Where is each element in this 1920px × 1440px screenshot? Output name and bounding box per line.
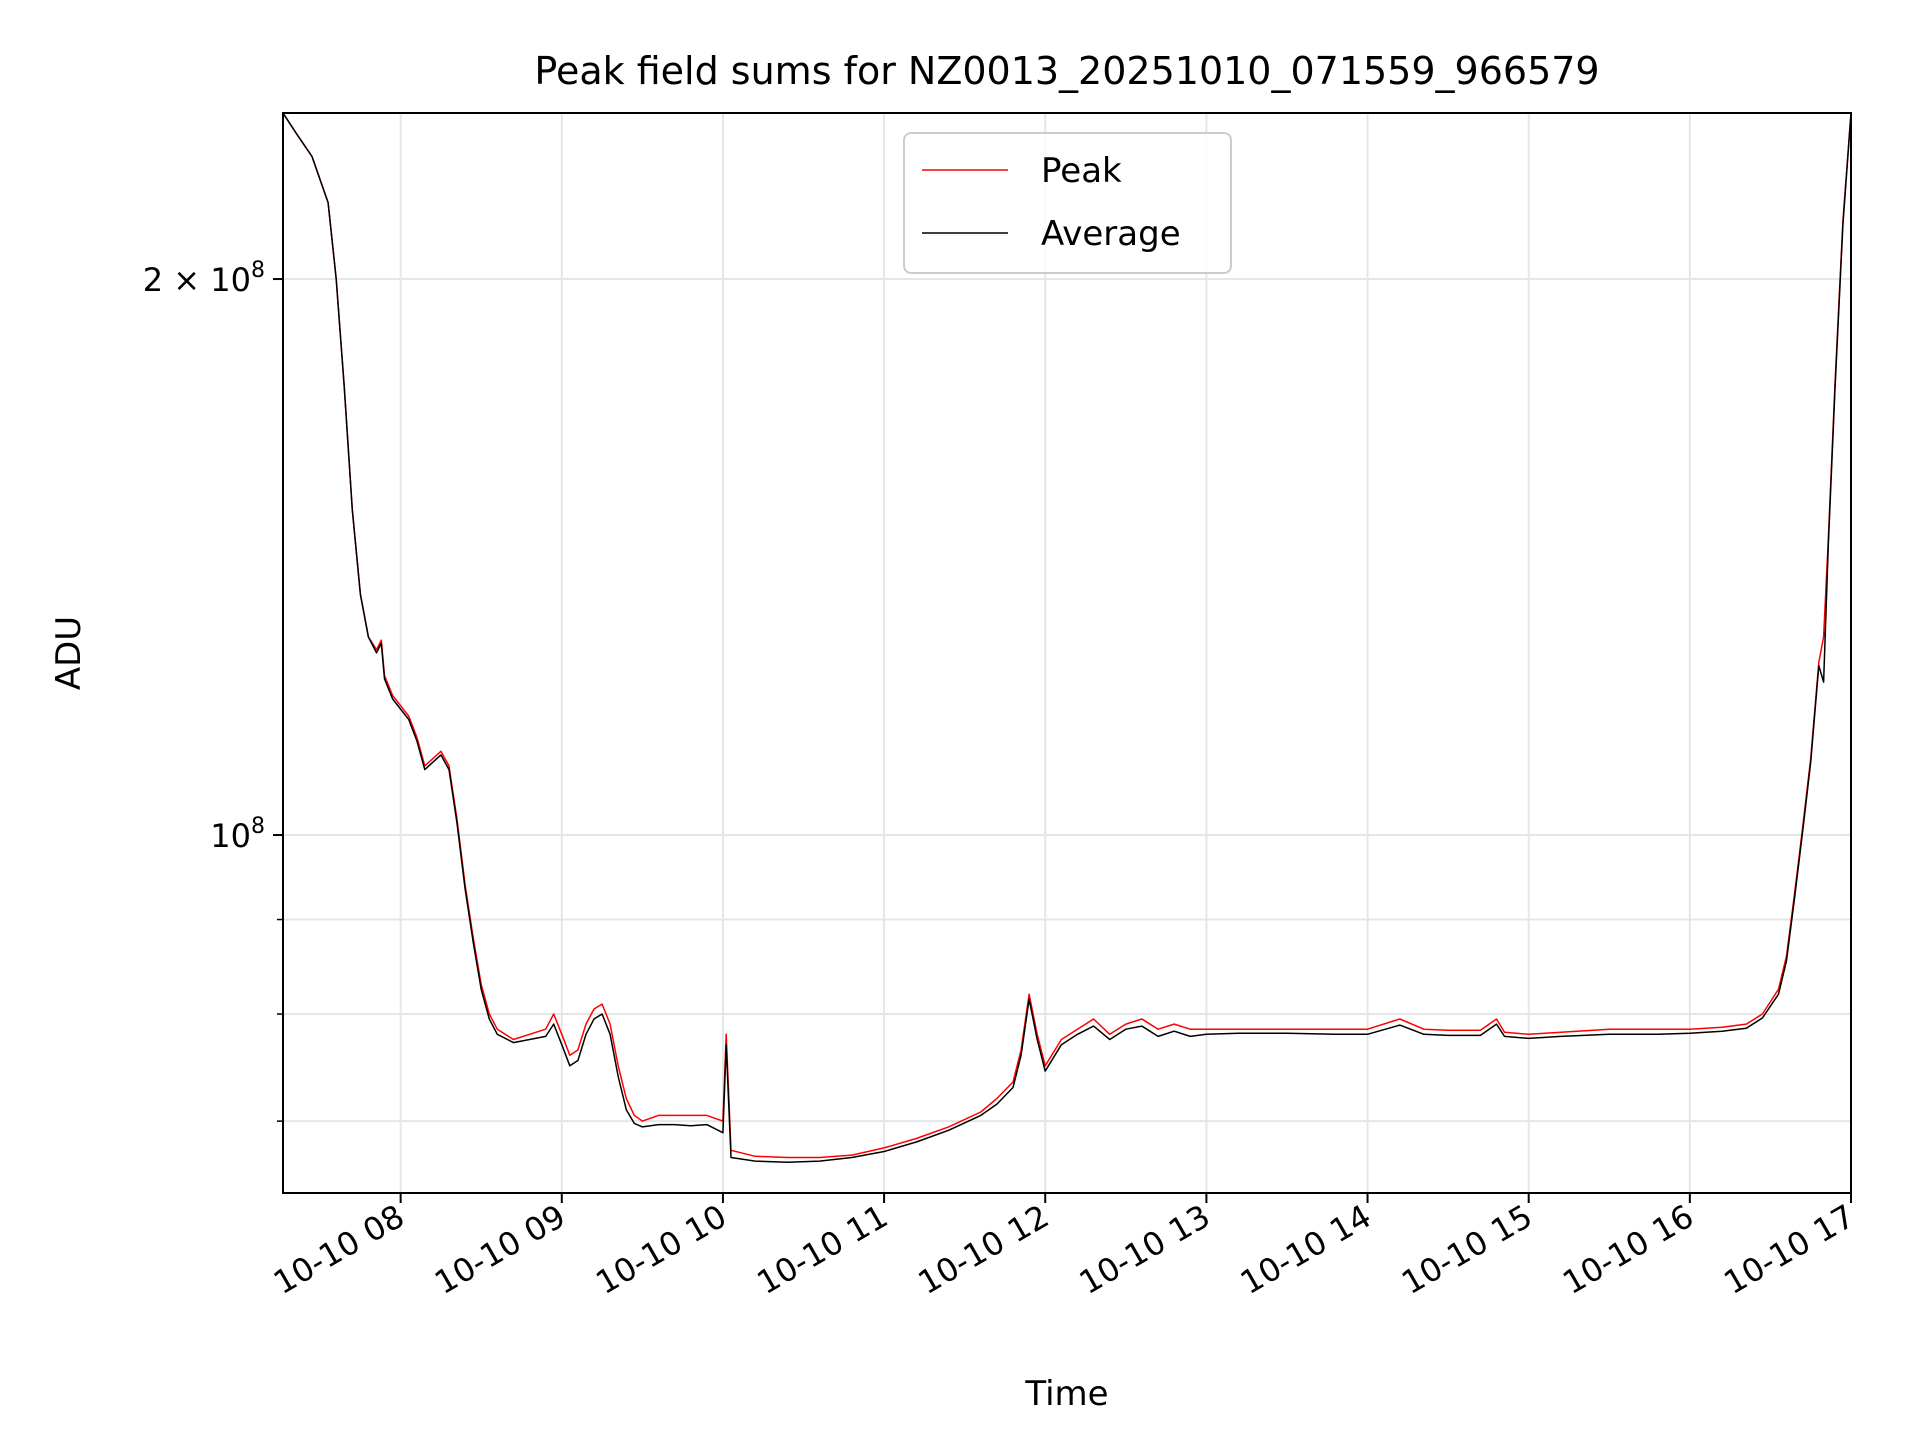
- series-layer: [282, 112, 1852, 1164]
- y-tick-label-exponent: 8: [251, 814, 265, 839]
- chart-title: Peak field sums for NZ0013_20251010_0715…: [534, 49, 1599, 93]
- legend: Peak Average: [903, 132, 1232, 274]
- plot-frame: [282, 112, 1852, 1194]
- y-tick-label-base: 10: [210, 817, 251, 855]
- legend-label-peak: Peak: [1041, 151, 1122, 191]
- y-axis-label: ADU: [49, 616, 89, 690]
- y-tick-label: 108: [210, 814, 265, 855]
- y-tick-label-base: 2 × 10: [143, 261, 251, 299]
- x-axis-label: Time: [1024, 1374, 1108, 1414]
- y-tick-label-exponent: 8: [251, 258, 265, 283]
- legend-box: [903, 132, 1232, 274]
- y-tick-label: 2 × 108: [143, 258, 265, 299]
- series-line-average: [282, 112, 1852, 1164]
- series-line-peak: [282, 112, 1852, 1159]
- legend-label-average: Average: [1041, 214, 1181, 254]
